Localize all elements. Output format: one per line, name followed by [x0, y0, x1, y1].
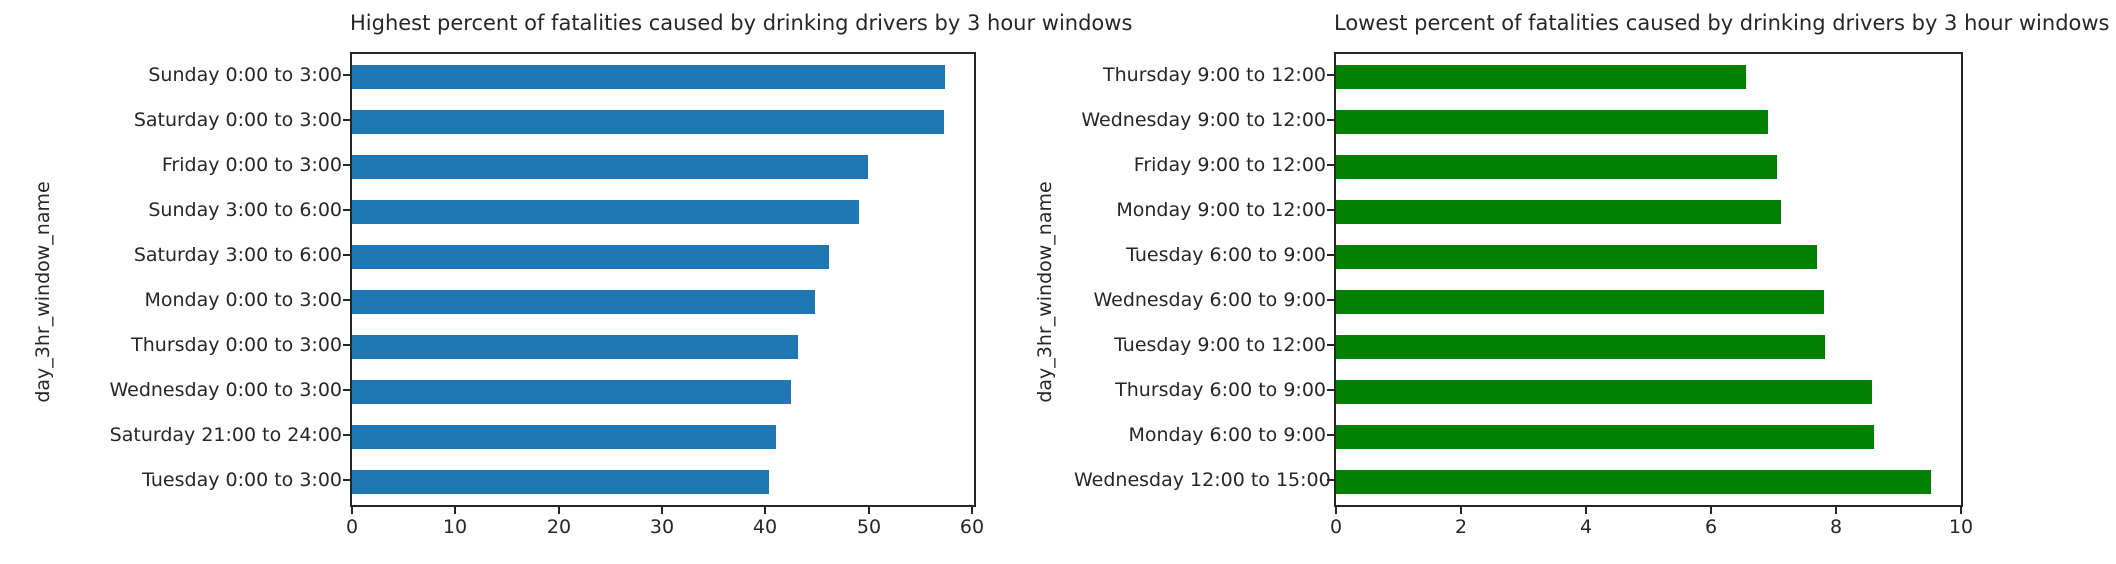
y-tick-label: Friday 0:00 to 3:00 [161, 154, 342, 176]
bar [1336, 425, 1874, 449]
chart-title: Highest percent of fatalities caused by … [350, 11, 1133, 35]
bar [1336, 335, 1825, 359]
tick-mark [558, 507, 560, 514]
bar [352, 290, 815, 314]
x-tick-label: 40 [752, 516, 778, 538]
bar [1336, 245, 1817, 269]
tick-mark [343, 434, 350, 436]
y-tick-label: Monday 9:00 to 12:00 [1116, 199, 1326, 221]
y-tick-label: Sunday 3:00 to 6:00 [148, 199, 342, 221]
x-tick-label: 8 [1829, 516, 1843, 538]
tick-mark [1327, 164, 1334, 166]
tick-mark [764, 507, 766, 514]
x-tick-label: 4 [1579, 516, 1593, 538]
x-tick-label: 20 [546, 516, 572, 538]
x-tick-label: 30 [649, 516, 675, 538]
y-tick-label: Sunday 0:00 to 3:00 [148, 64, 342, 86]
tick-mark [343, 209, 350, 211]
bar [352, 155, 868, 179]
tick-mark [351, 507, 353, 514]
y-tick-label: Monday 6:00 to 9:00 [1128, 424, 1326, 446]
tick-mark [1327, 254, 1334, 256]
bar [352, 335, 798, 359]
chart-title: Lowest percent of fatalities caused by d… [1334, 11, 2110, 35]
x-tick-label: 10 [442, 516, 468, 538]
tick-mark [1327, 389, 1334, 391]
bar [352, 245, 829, 269]
bar [352, 200, 859, 224]
plot-area [350, 52, 976, 507]
y-tick-label: Saturday 21:00 to 24:00 [109, 424, 342, 446]
y-tick-label: Wednesday 6:00 to 9:00 [1093, 289, 1326, 311]
tick-mark [1335, 507, 1337, 514]
bar [1336, 470, 1931, 494]
tick-mark [1327, 479, 1334, 481]
y-tick-label: Thursday 0:00 to 3:00 [131, 334, 342, 356]
tick-mark [1710, 507, 1712, 514]
y-tick-label: Wednesday 12:00 to 15:00 [1074, 469, 1331, 491]
tick-mark [1327, 299, 1334, 301]
x-tick-label: 0 [345, 516, 359, 538]
x-tick-label: 0 [1329, 516, 1343, 538]
tick-mark [343, 389, 350, 391]
x-tick-label: 50 [856, 516, 882, 538]
bar [352, 65, 945, 89]
y-axis-label: day_3hr_window_name [32, 180, 54, 403]
y-tick-label: Wednesday 0:00 to 3:00 [109, 379, 342, 401]
tick-mark [1585, 507, 1587, 514]
y-tick-label: Friday 9:00 to 12:00 [1133, 154, 1326, 176]
tick-mark [1327, 344, 1334, 346]
tick-mark [343, 164, 350, 166]
y-tick-label: Monday 0:00 to 3:00 [144, 289, 342, 311]
bar [1336, 290, 1824, 314]
bar [1336, 155, 1777, 179]
bar [352, 110, 944, 134]
tick-mark [971, 507, 973, 514]
x-tick-label: 60 [959, 516, 985, 538]
y-tick-label: Tuesday 0:00 to 3:00 [142, 469, 342, 491]
bar [1336, 200, 1781, 224]
y-tick-label: Saturday 0:00 to 3:00 [133, 109, 342, 131]
y-tick-label: Wednesday 9:00 to 12:00 [1081, 109, 1326, 131]
tick-mark [1327, 434, 1334, 436]
tick-mark [343, 479, 350, 481]
x-tick-label: 2 [1454, 516, 1468, 538]
y-tick-label: Saturday 3:00 to 6:00 [133, 244, 342, 266]
y-tick-label: Tuesday 6:00 to 9:00 [1126, 244, 1326, 266]
bar [1336, 380, 1872, 404]
x-tick-label: 6 [1704, 516, 1718, 538]
tick-mark [1960, 507, 1962, 514]
bar [352, 425, 776, 449]
plot-area [1334, 52, 1963, 507]
tick-mark [343, 254, 350, 256]
tick-mark [1327, 209, 1334, 211]
tick-mark [661, 507, 663, 514]
tick-mark [1327, 119, 1334, 121]
tick-mark [1460, 507, 1462, 514]
tick-mark [868, 507, 870, 514]
tick-mark [343, 344, 350, 346]
y-tick-label: Thursday 6:00 to 9:00 [1115, 379, 1326, 401]
y-axis-label: day_3hr_window_name [1034, 180, 1056, 403]
tick-mark [343, 74, 350, 76]
tick-mark [1835, 507, 1837, 514]
bar [1336, 110, 1768, 134]
y-tick-label: Tuesday 9:00 to 12:00 [1114, 334, 1326, 356]
tick-mark [343, 119, 350, 121]
x-tick-label: 10 [1948, 516, 1974, 538]
bar [1336, 65, 1746, 89]
bar [352, 380, 791, 404]
bar [352, 470, 769, 494]
y-tick-label: Thursday 9:00 to 12:00 [1103, 64, 1326, 86]
tick-mark [1327, 74, 1334, 76]
tick-mark [454, 507, 456, 514]
tick-mark [343, 299, 350, 301]
